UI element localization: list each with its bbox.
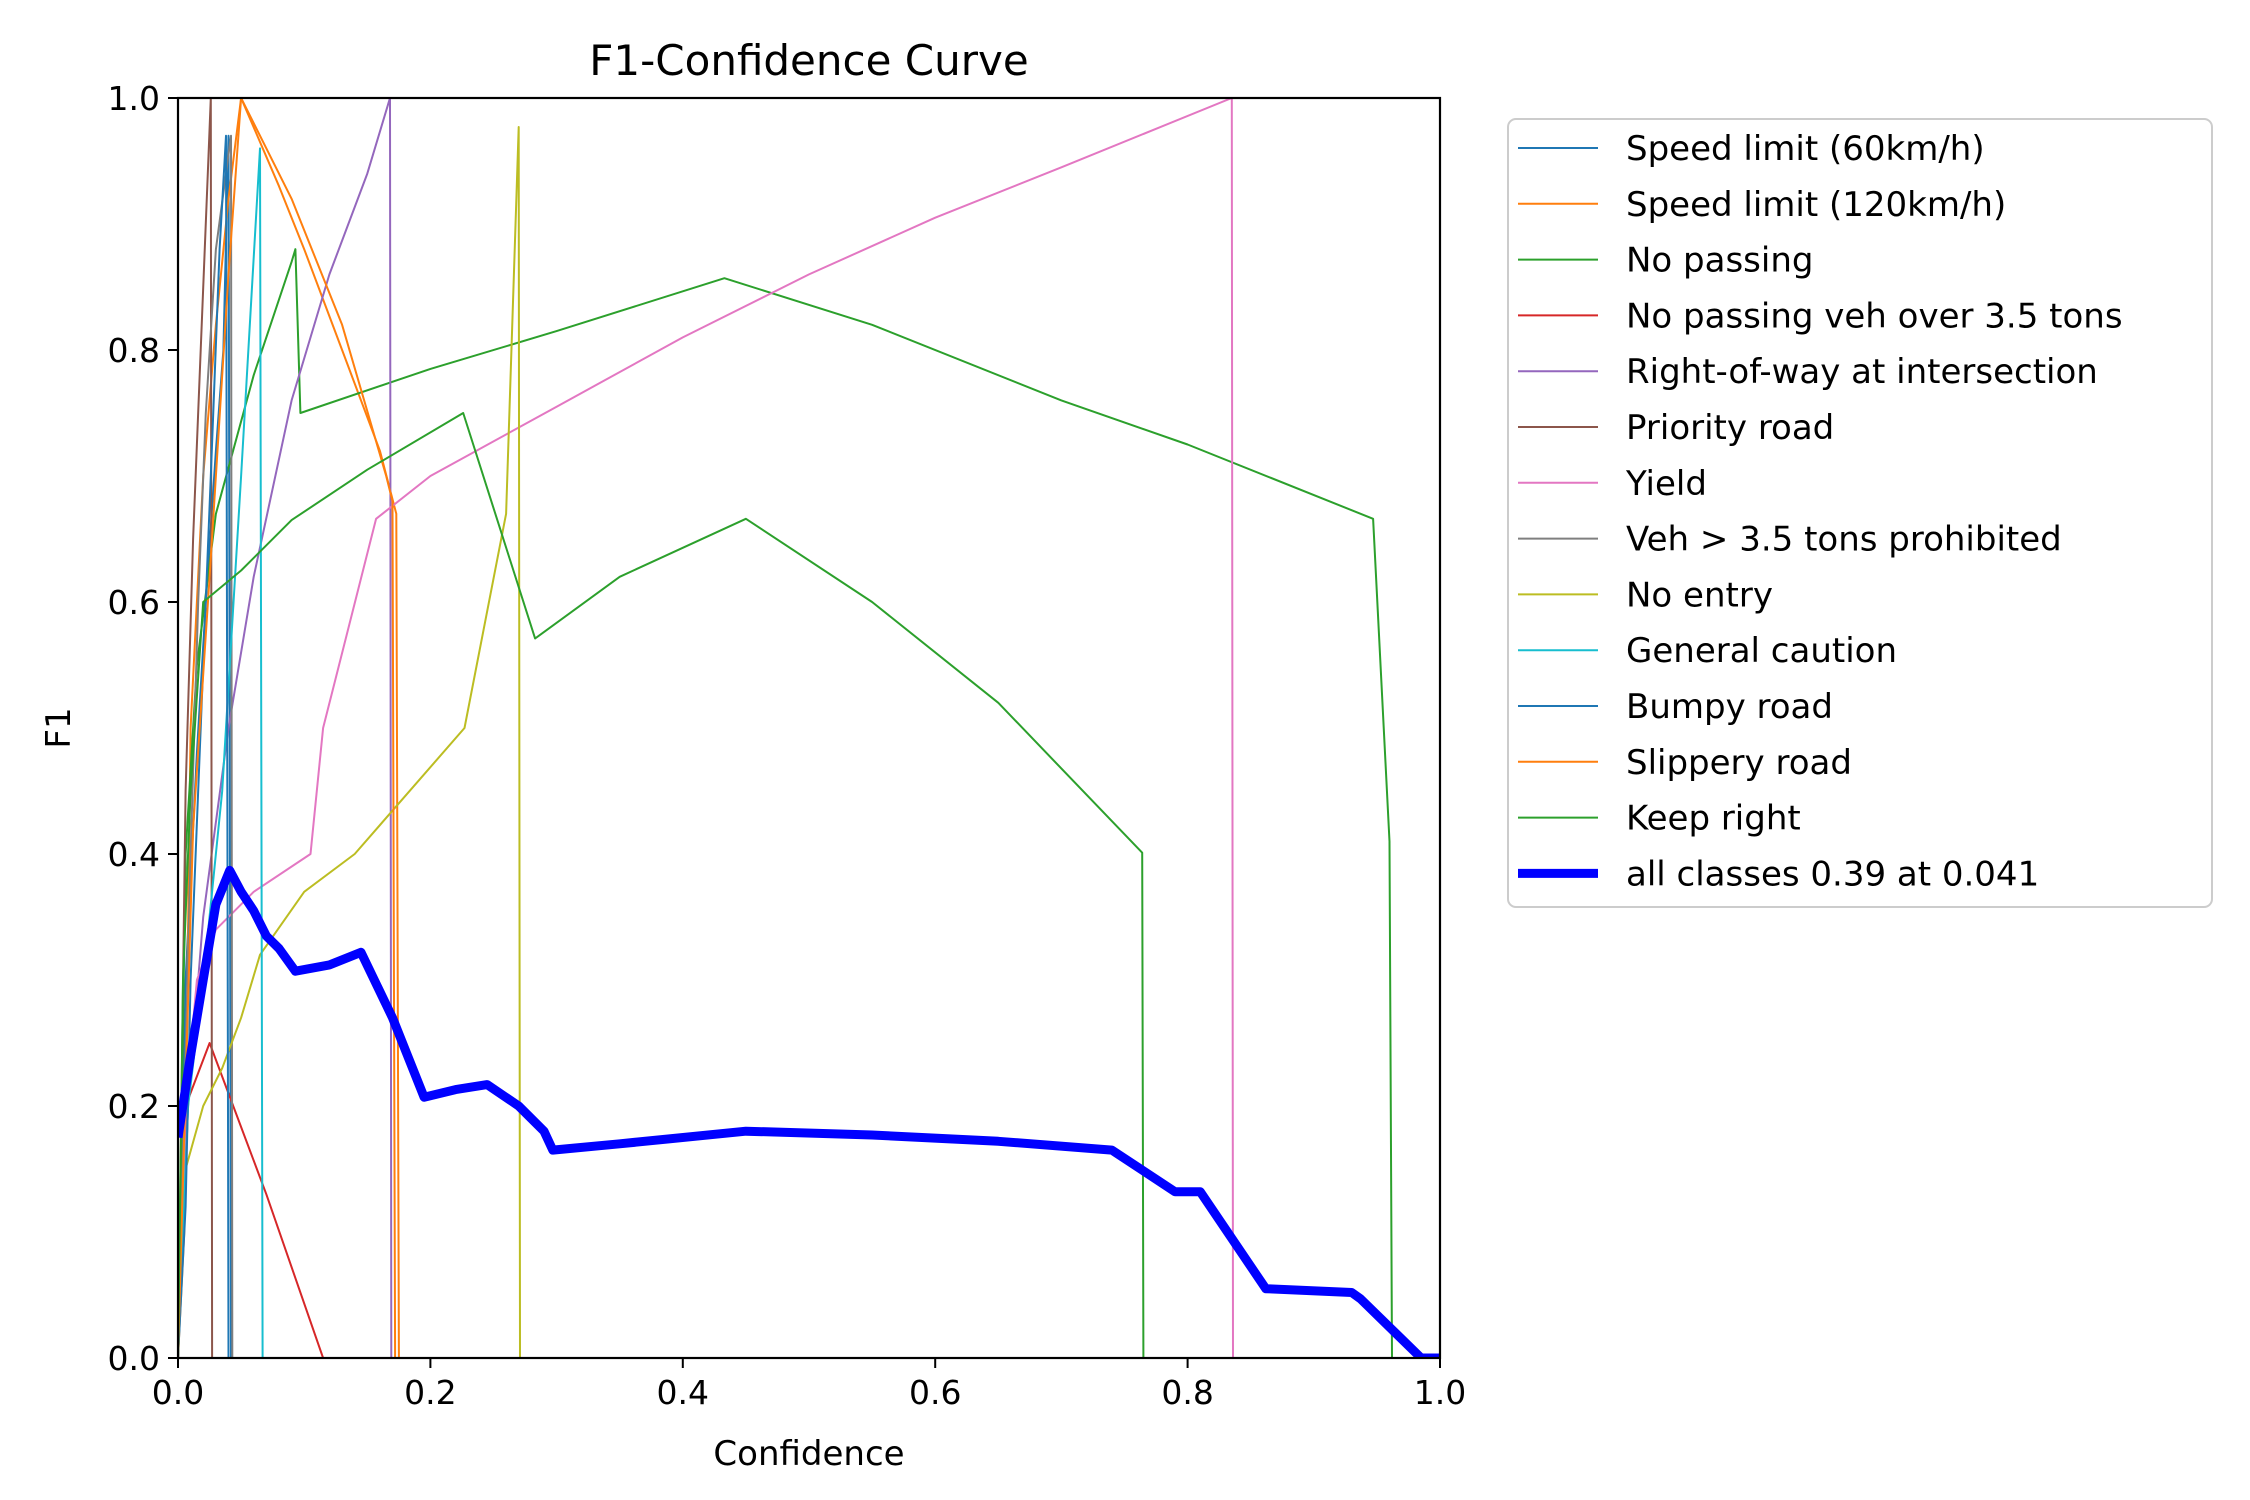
legend-label: Bumpy road: [1626, 687, 1833, 727]
chart-title: F1-Confidence Curve: [589, 36, 1028, 85]
legend-label: Yield: [1625, 464, 1707, 504]
legend-label: Priority road: [1626, 408, 1834, 448]
legend-label: Keep right: [1626, 799, 1801, 839]
series-line-4: [178, 98, 1440, 1358]
y-axis-label: F1: [39, 707, 79, 748]
x-axis: 0.0 0.2 0.4 0.6 0.8 1.0: [152, 1358, 1466, 1412]
legend-frame: [1507, 118, 2213, 908]
legend-label: No passing veh over 3.5 tons: [1626, 296, 2123, 336]
series-layer: [178, 98, 1440, 1358]
y-tick-label: 1.0: [108, 79, 160, 118]
x-tick-label: 0.8: [1161, 1373, 1213, 1412]
series-line-1: [178, 98, 1440, 1358]
legend-label: No entry: [1626, 575, 1773, 615]
series-line-10: [178, 134, 1440, 1358]
legend-label: Speed limit (60km/h): [1626, 129, 1985, 169]
legend-label: Slippery road: [1626, 743, 1852, 783]
y-tick-label: 0.0: [108, 1339, 160, 1378]
plot-frame: [176, 96, 1442, 1360]
series-line-11: [178, 98, 1440, 1358]
series-line-8: [178, 126, 1440, 1358]
y-tick-label: 0.4: [108, 835, 160, 874]
legend-label: all classes 0.39 at 0.041: [1626, 854, 2039, 894]
series-line-7: [178, 134, 1440, 1358]
y-axis: 0.0 0.2 0.4 0.6 0.8 1.0: [108, 79, 178, 1378]
x-tick-label: 1.0: [1414, 1373, 1466, 1412]
legend: Speed limit (60km/h) Speed limit (120km/h…: [1507, 118, 2213, 908]
legend-label: No passing: [1626, 241, 1813, 281]
x-tick-label: 0.0: [152, 1373, 204, 1412]
legend-label: Speed limit (120km/h): [1626, 185, 2006, 225]
legend-label: Veh > 3.5 tons prohibited: [1626, 520, 2062, 560]
y-tick-label: 0.2: [108, 1087, 160, 1126]
series-line-13: [178, 865, 1440, 1358]
x-axis-label: Confidence: [713, 1434, 904, 1474]
legend-label: Right-of-way at intersection: [1626, 352, 2098, 392]
series-line-12: [178, 412, 1440, 1358]
y-tick-label: 0.6: [108, 583, 160, 622]
y-tick-label: 0.8: [108, 331, 160, 370]
legend-label: General caution: [1626, 631, 1897, 671]
x-tick-label: 0.6: [909, 1373, 961, 1412]
x-tick-label: 0.4: [657, 1373, 709, 1412]
x-tick-label: 0.2: [404, 1373, 456, 1412]
series-line-5: [178, 98, 1440, 1358]
